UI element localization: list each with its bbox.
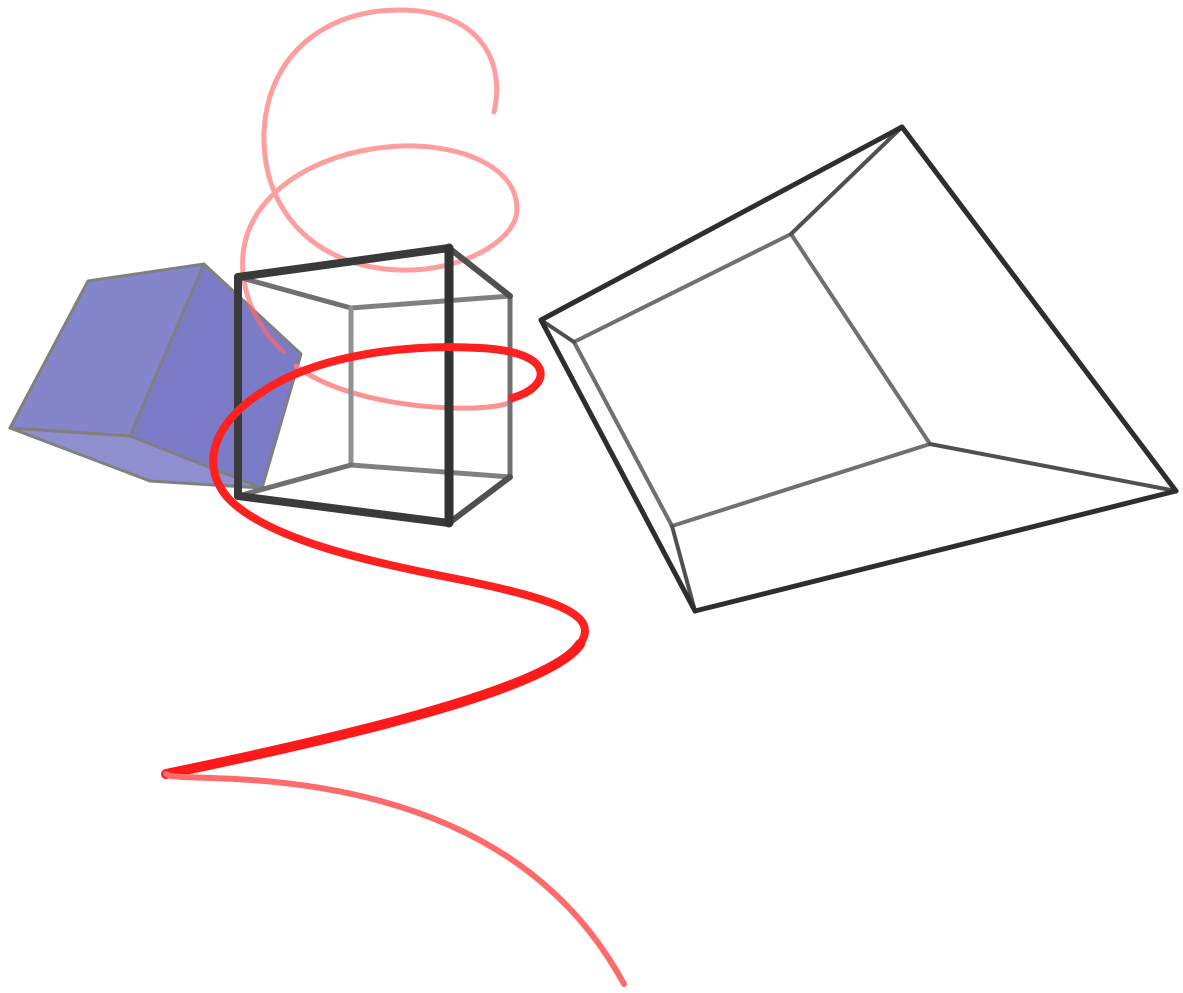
- wire-cube-back-edge-1: [235, 274, 354, 311]
- frustum-connector-2: [789, 125, 904, 236]
- frustum-inner-edge-3: [670, 442, 932, 528]
- frustum-outer-edge-1: [538, 124, 905, 323]
- helix-segment-lower-front: [161, 639, 585, 779]
- helix-segment-tail: [163, 771, 627, 987]
- wire-cube-edge-bottom-right: [446, 474, 513, 526]
- wire-cube-back-edge-4: [348, 462, 513, 480]
- frustum-connector-1: [539, 318, 576, 344]
- helix-segment-middle-back: [293, 363, 515, 411]
- helix-segment-top-loop: [240, 7, 520, 355]
- wire-cube-edge-top-right: [446, 245, 513, 299]
- wire-cube-front-bottom: [234, 492, 453, 527]
- wire-cube-back-edge-2: [348, 293, 513, 311]
- frustum-connector-3: [928, 442, 1178, 493]
- wire-cube: [234, 243, 513, 528]
- shaded-cube: [8, 262, 303, 490]
- helix-curve-front: [161, 343, 627, 987]
- helix-segment-middle-front: [209, 343, 589, 648]
- frustum-outer-edge-3: [692, 488, 1179, 614]
- frustum-outer-edge-4: [538, 317, 698, 614]
- frustum-inner-edge-1: [572, 232, 793, 344]
- frustum-inner-edge-4: [572, 340, 674, 528]
- frustum-connector-4: [670, 524, 697, 613]
- wire-frustum: [538, 124, 1179, 614]
- helix-curve-back: [240, 7, 520, 411]
- wire-cube-front-top: [234, 244, 453, 281]
- frustum-inner-edge-2: [789, 232, 932, 446]
- frustum-outer-edge-2: [899, 124, 1179, 494]
- wire-cube-back-edge-5: [235, 462, 354, 499]
